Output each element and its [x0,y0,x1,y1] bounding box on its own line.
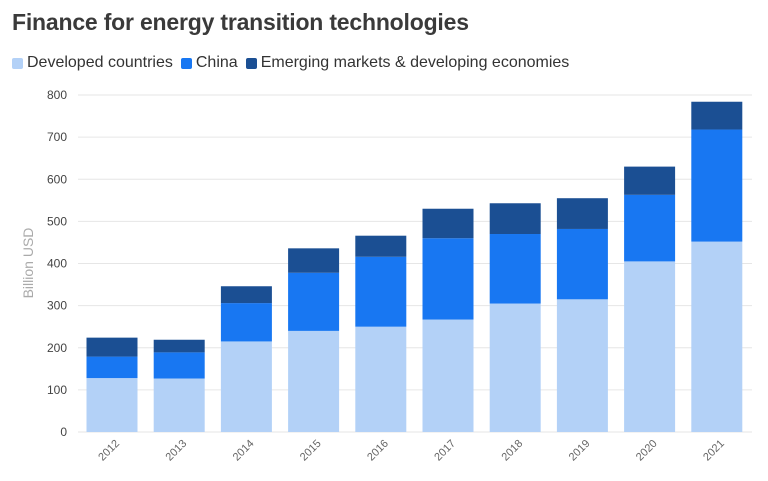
x-tick-label: 2018 [500,438,526,464]
bar-2016-series-1 [355,256,407,327]
bar-2012-series-1 [86,356,138,379]
bar-2015-series-1 [288,272,340,331]
bar-2019-series-1 [556,228,608,300]
legend-item-china: China [180,54,238,72]
bar-2017-series-1 [422,238,474,320]
legend-label-china: China [195,54,238,71]
y-axis-label: Billion USD [20,228,36,299]
bar-2014-series-0 [220,341,272,432]
bar-2014-series-2 [220,286,272,304]
legend-item-developed: Developed countries [12,54,173,72]
bar-2013-series-0 [153,378,205,432]
y-tick-label: 500 [47,214,67,228]
x-tick-label: 2013 [164,438,190,464]
y-tick-label: 0 [60,425,67,439]
bar-2013-series-2 [153,339,205,353]
x-tick-label: 2012 [96,438,122,464]
bar-2020-series-2 [624,166,676,195]
bar-2015-series-0 [288,330,340,432]
bar-2016-series-2 [355,235,407,257]
legend-swatch-emerging [245,57,257,69]
legend-label-developed: Developed countries [27,54,173,71]
y-tick-label: 100 [47,383,67,397]
y-tick-label: 200 [47,341,67,355]
legend-label-emerging: Emerging markets & developing economies [260,54,570,71]
y-tick-label: 800 [47,88,67,102]
bar-2017-series-0 [422,319,474,432]
bar-2013-series-1 [153,352,205,379]
bar-2012-series-2 [86,337,138,357]
x-tick-label: 2015 [298,438,324,464]
x-tick-label: 2021 [701,438,727,464]
x-tick-label: 2016 [365,438,391,464]
x-tick-label: 2019 [567,438,593,464]
bar-2020-series-1 [624,194,676,262]
bar-2015-series-2 [288,248,340,273]
bar-2021-series-0 [691,241,743,432]
chart-title: Finance for energy transition technologi… [12,9,469,35]
bar-2018-series-2 [489,203,541,235]
y-tick-label: 400 [47,257,67,271]
y-tick-label: 600 [47,172,67,186]
legend: Developed countries China Emerging marke… [12,54,577,72]
bars [86,101,743,432]
x-tick-label: 2014 [231,438,257,464]
legend-item-emerging: Emerging markets & developing economies [245,54,570,72]
bar-2018-series-1 [489,234,541,304]
bar-2018-series-0 [489,303,541,432]
y-tick-label: 300 [47,299,67,313]
bar-2021-series-2 [691,101,743,130]
bar-2016-series-0 [355,326,407,432]
x-tick-label: 2017 [432,438,458,464]
bar-2020-series-0 [624,261,676,432]
x-tick-label: 2020 [634,438,660,464]
bar-2021-series-1 [691,129,743,242]
bar-2019-series-0 [556,299,608,432]
y-axis-ticks: 0 100 200 300 400 500 600 700 800 [47,88,67,439]
y-tick-label: 700 [47,130,67,144]
x-axis-ticks: 2012 2013 2014 2015 2016 2017 2018 2019 2020 2021 [96,438,727,464]
legend-swatch-developed [12,57,23,69]
bar-2012-series-0 [86,378,138,432]
bar-2014-series-1 [220,303,272,342]
bar-2017-series-2 [422,208,474,239]
legend-swatch-china [180,57,192,69]
bar-2019-series-2 [556,198,608,229]
